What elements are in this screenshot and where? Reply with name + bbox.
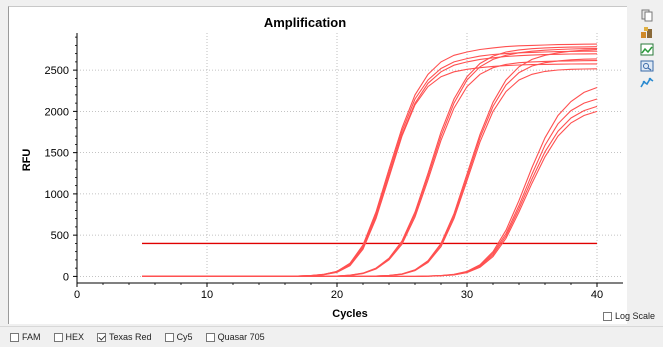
fluor-fam-checkbox[interactable] [10,332,19,342]
y-tick-label: 1500 [45,148,69,160]
x-tick-label: 0 [74,289,80,301]
fluorophore-bar: FAM HEX Texas Red Cy5 Quasar 705 [0,326,663,347]
x-tick-label: 10 [201,289,213,301]
log-scale-checkbox[interactable] [603,311,612,321]
amplification-curve-4 [142,63,597,277]
fluor-cy5-label: Cy5 [176,332,193,342]
y-tick-label: 2500 [45,65,69,77]
x-tick-label: 30 [461,289,473,301]
fluor-quasar-705-label: Quasar 705 [217,332,265,342]
fluor-texas-red[interactable]: Texas Red [97,332,152,342]
x-tick-label: 20 [331,289,343,301]
chart-settings-icon[interactable] [640,76,654,89]
log-scale-toggle[interactable]: Log Scale [603,311,655,321]
series-layer [142,43,598,277]
fluor-quasar-705[interactable]: Quasar 705 [205,332,265,342]
y-tick-label: 0 [63,271,69,283]
x-tick-label: 40 [591,289,603,301]
zoom-icon[interactable] [640,60,654,73]
amplification-curve-2 [142,50,597,277]
amplification-chart: Amplification 0 10 20 30 40 0 500 1000 1500 2000 2… [21,15,623,320]
fluor-cy5-checkbox[interactable] [164,332,174,342]
amplification-curve-8 [142,48,598,277]
fluor-fam[interactable]: FAM [10,332,41,342]
grid [77,33,623,283]
y-tick-label: 1000 [45,189,69,201]
chart-panel: Amplification 0 10 20 30 40 0 500 1000 1500 2000 2… [8,6,627,324]
amplification-curve-10 [142,68,598,277]
amplification-curve-6 [142,47,598,277]
y-axis-label: RFU [21,149,33,172]
image-icon[interactable] [640,43,654,56]
fluor-hex-checkbox[interactable] [53,332,63,342]
log-scale-label: Log Scale [615,311,656,321]
amplification-curve-1 [142,43,598,277]
export-icon[interactable] [640,26,654,39]
fluor-fam-label: FAM [22,332,41,342]
amplification-curve-14 [142,110,598,277]
fluor-hex[interactable]: HEX [53,332,85,342]
fluor-texas-red-label: Texas Red [109,332,152,342]
fluor-hex-label: HEX [65,332,85,342]
y-tick-label: 500 [51,230,69,242]
fluor-texas-red-checkbox[interactable] [97,332,107,342]
y-tick-label: 2000 [45,106,69,118]
x-axis-label: Cycles [332,308,367,320]
fluor-cy5[interactable]: Cy5 [164,332,193,342]
chart-title: Amplification [264,15,346,30]
amplification-curve-5 [142,46,598,277]
axes: 0 10 20 30 40 0 500 1000 1500 2000 2500 [45,33,623,301]
copy-icon[interactable] [640,9,654,22]
fluor-quasar-705-checkbox[interactable] [205,332,215,342]
